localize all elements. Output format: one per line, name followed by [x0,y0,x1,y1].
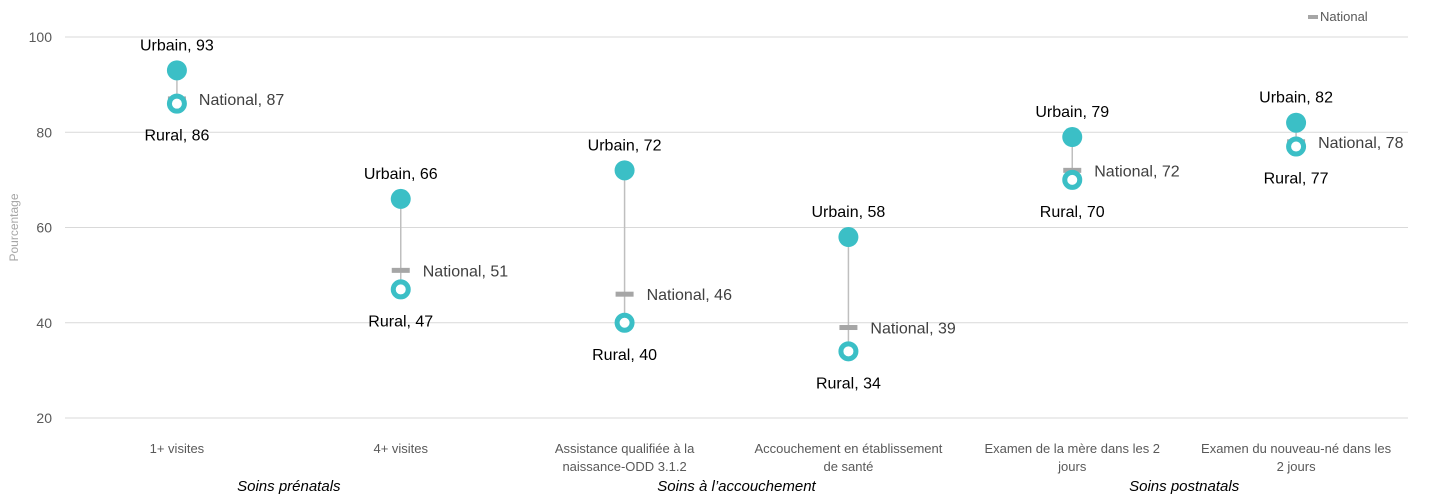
urbain-point-1 [390,188,411,209]
rural-point-1 [390,279,411,300]
urbain-point-3 [838,227,859,248]
x-tick-label-2-0: Assistance qualifiée à la [555,441,695,456]
y-tick-label-40: 40 [36,315,52,331]
urbain-label-3: Urbain, 58 [812,204,886,221]
national-label-0: National, 87 [199,92,284,109]
y-tick-label-20: 20 [36,410,52,426]
national-marker-3 [839,325,858,331]
national-label-1: National, 51 [423,263,508,280]
urbain-label-5: Urbain, 82 [1259,90,1333,107]
x-tick-label-0-0: 1+ visites [150,441,205,456]
urbain-label-0: Urbain, 93 [140,37,214,54]
data-labels: Urbain, 93 National, 87 Rural, 86 Urbain, 6… [140,37,1404,392]
rural-label-4: Rural, 70 [1040,204,1105,221]
x-tick-label-4-1: jours [1057,459,1087,474]
gridlines [65,36,1408,419]
category-groups: Soins prénatals Soins à l’accouchement Soi… [237,478,1240,495]
x-tick-label-3-0: Accouchement en établissement [754,441,942,456]
rural-label-2: Rural, 40 [592,347,657,364]
rural-point-0 [166,93,187,114]
x-tick-label-5-0: Examen du nouveau-né dans les [1201,441,1392,456]
y-tick-label-100: 100 [29,29,53,45]
legend: National [1308,9,1368,24]
legend-entry-national: National [1320,9,1368,24]
x-axis: 1+ visites 4+ visites Assistance qualifiée… [150,441,1392,474]
x-tick-label-3-1: de santé [823,459,873,474]
urbain-label-4: Urbain, 79 [1035,104,1109,121]
urbain-label-1: Urbain, 66 [364,166,438,183]
rural-point-5 [1286,136,1307,157]
rural-label-3: Rural, 34 [816,375,881,392]
group-label-1: Soins à l’accouchement [657,478,816,495]
national-marker-2 [615,291,634,297]
legend-swatch-national [1308,15,1318,19]
x-tick-label-5-1: 2 jours [1277,459,1317,474]
urbain-point-5 [1286,112,1307,133]
national-label-3: National, 39 [870,321,955,338]
urbain-point-0 [166,60,187,81]
rural-label-5: Rural, 77 [1264,171,1329,188]
x-tick-label-4-0: Examen de la mère dans les 2 [984,441,1160,456]
national-label-5: National, 78 [1318,135,1403,152]
y-axis: 20 40 60 80 100 [29,29,53,426]
urbain-label-2: Urbain, 72 [588,137,662,154]
group-label-0: Soins prénatals [237,478,341,495]
national-marker-1 [391,267,410,273]
rural-label-1: Rural, 47 [368,313,433,330]
data-points [166,60,1307,362]
y-tick-label-80: 80 [36,124,52,140]
rural-point-2 [614,312,635,333]
urbain-point-2 [614,160,635,181]
national-label-4: National, 72 [1094,163,1179,180]
rural-point-4 [1062,169,1083,190]
y-axis-label: Pourcentage [7,193,21,261]
group-label-2: Soins postnatals [1129,478,1240,495]
rural-label-0: Rural, 86 [144,128,209,145]
x-tick-label-2-1: naissance-ODD 3.1.2 [562,459,686,474]
rural-point-3 [838,341,859,362]
y-tick-label-60: 60 [36,220,52,236]
national-label-2: National, 46 [647,287,732,304]
urbain-point-4 [1062,127,1083,148]
range-connectors [176,70,1297,352]
x-tick-label-1-0: 4+ visites [373,441,428,456]
